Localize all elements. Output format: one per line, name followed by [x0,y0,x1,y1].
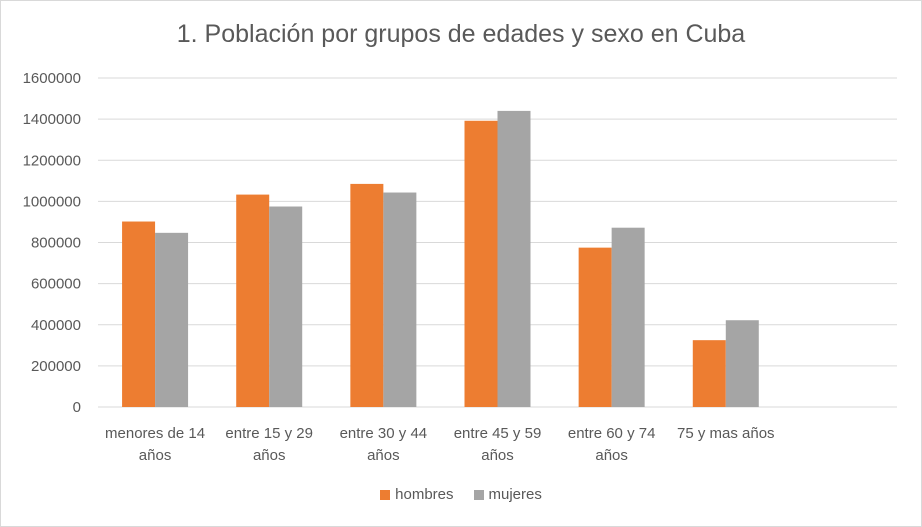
y-tick-label: 600000 [31,276,81,293]
legend-label-hombres: hombres [395,486,454,503]
y-tick-label: 1000000 [23,193,81,210]
bar-hombres-3 [464,120,498,408]
x-category-label: años [139,447,172,464]
x-axis-categories: menores de 14 años entre 15 y 29 años entre … [105,425,775,464]
x-category-label: años [481,447,514,464]
y-tick-label: 1400000 [23,111,81,128]
bar-mujeres-4 [611,227,645,407]
x-category-label: menores de 14 [105,425,205,442]
x-category-label: 75 y mas años [677,425,775,442]
legend-swatch-mujeres [473,489,484,500]
bar-hombres-1 [236,194,270,407]
x-category-label: años [367,447,400,464]
bar-hombres-5 [692,340,726,407]
y-tick-label: 0 [73,399,81,416]
legend: hombres mujeres [0,486,922,503]
legend-item-mujeres: mujeres [473,486,542,503]
legend-swatch-hombres [380,489,391,500]
y-tick-label: 1200000 [23,152,81,169]
bar-mujeres-0 [155,232,189,407]
bar-mujeres-5 [725,320,759,407]
bars [122,110,759,408]
bar-hombres-2 [350,183,384,407]
bar-hombres-0 [122,221,156,407]
bar-mujeres-1 [269,206,303,407]
chart-title: 1. Población por grupos de edades y sexo… [176,20,746,48]
legend-label-mujeres: mujeres [488,486,542,503]
y-tick-label: 800000 [31,235,81,252]
x-category-label: entre 15 y 29 [225,425,313,442]
bar-hombres-4 [578,247,612,407]
y-tick-label: 400000 [31,317,81,334]
bar-mujeres-2 [383,192,417,407]
y-tick-label: 200000 [31,358,81,375]
x-category-label: años [595,447,628,464]
bar-mujeres-3 [497,110,531,408]
x-category-label: entre 30 y 44 [340,425,428,442]
legend-item-hombres: hombres [380,486,454,503]
x-category-label: entre 60 y 74 [568,425,656,442]
y-axis-ticks: 0 200000 400000 600000 800000 1000000 1200000 1… [23,70,81,416]
x-category-label: años [253,447,286,464]
y-tick-label: 1600000 [23,70,81,87]
x-category-label: entre 45 y 59 [454,425,542,442]
